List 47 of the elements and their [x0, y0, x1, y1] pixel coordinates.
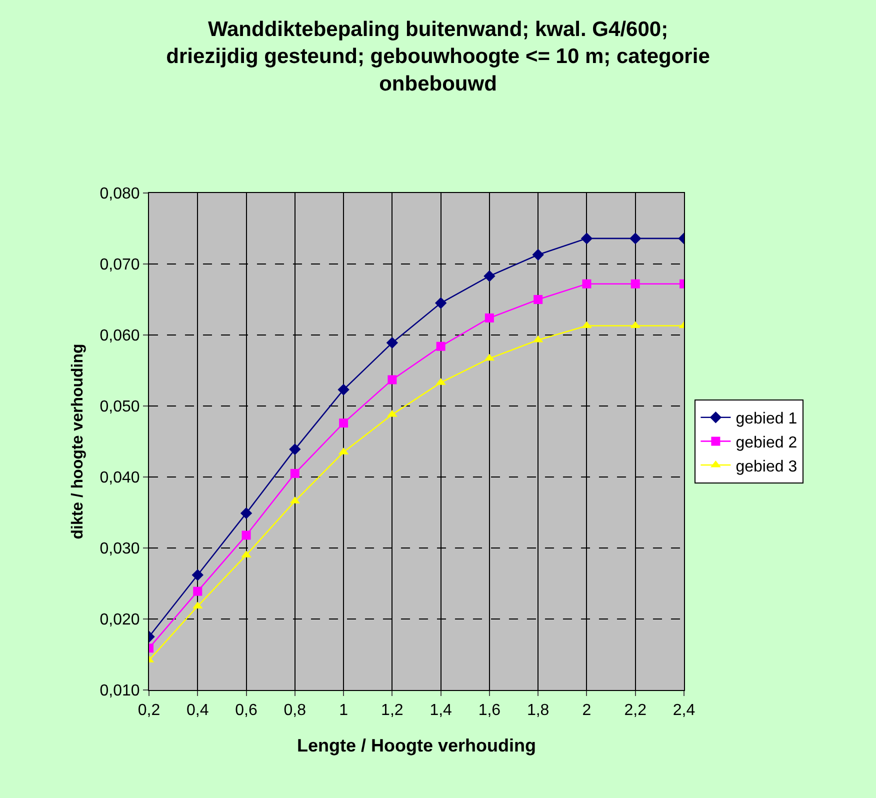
point [290, 468, 300, 478]
y-tick-label: 0,030 [100, 540, 140, 558]
x-tick-label: 1,4 [430, 702, 452, 720]
point [582, 321, 592, 328]
point [193, 586, 202, 596]
point [240, 507, 252, 520]
y-tick-label: 0,060 [100, 328, 140, 345]
y-tick-label: 0,070 [100, 256, 140, 274]
x-tick-label: 1,6 [478, 702, 501, 720]
point [484, 313, 494, 322]
x-tick-label: 1,2 [381, 702, 404, 720]
point [192, 569, 204, 581]
point [339, 418, 348, 428]
x-tick-label: 0,6 [235, 702, 258, 720]
point [534, 295, 543, 304]
x-tick-label: 2,4 [672, 702, 696, 720]
point [289, 443, 301, 456]
y-tick-label: 0,050 [100, 398, 140, 416]
point [484, 270, 496, 282]
point [630, 232, 642, 244]
legend-label: gebied 1 [736, 410, 798, 428]
point [582, 279, 592, 288]
point [434, 297, 447, 309]
x-axis-title: Lengte / Hoogte verhouding [297, 735, 536, 756]
point [532, 248, 544, 261]
chart-title: Wanddiktebepaling buitenwand; kwal. G4/600; driezijdig gesteund; gebouwhoogte <= 10 m; categorie onbebouwd [166, 18, 710, 96]
point [338, 384, 350, 396]
y-tick-label: 0,020 [100, 612, 140, 629]
y-axis-title: dikte / hoogte verhouding [70, 344, 87, 540]
x-tick-label: 2 [582, 702, 592, 720]
x-tick-label: 1 [339, 702, 348, 720]
point [630, 279, 640, 288]
legend-label: gebied 2 [736, 434, 798, 452]
y-tick-label: 0,010 [100, 682, 140, 700]
point [388, 375, 397, 384]
x-tick-label: 0,8 [284, 702, 306, 720]
point [580, 232, 593, 244]
y-tick-label: 0,080 [100, 186, 140, 203]
legend-label: gebied 3 [736, 458, 798, 476]
point [436, 342, 446, 351]
x-tick-label: 0,2 [138, 702, 160, 720]
point [242, 530, 251, 540]
x-tick-label: 2,2 [624, 702, 647, 720]
point [386, 336, 398, 349]
x-tick-label: 1,8 [526, 702, 550, 720]
y-tick-label: 0,040 [100, 470, 140, 487]
x-tick-label: 0,4 [186, 702, 209, 720]
